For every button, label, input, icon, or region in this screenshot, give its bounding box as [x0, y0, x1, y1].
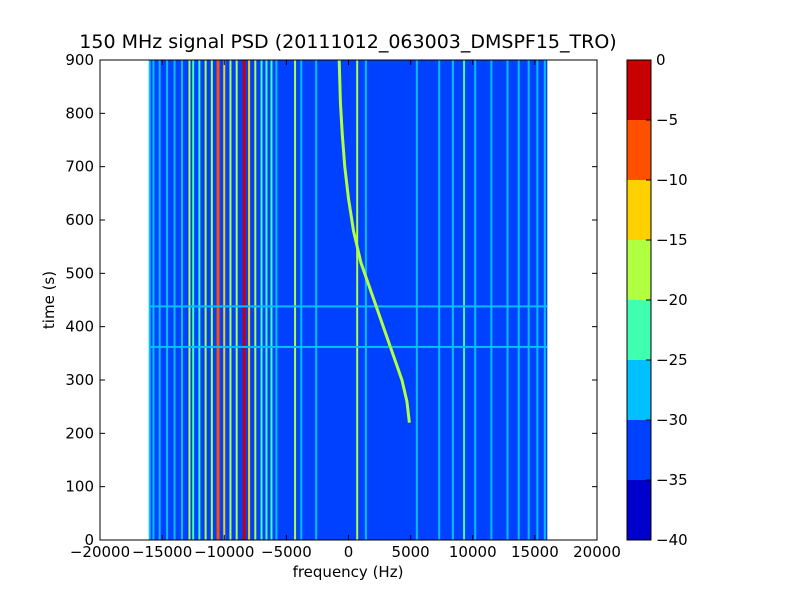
x-tick-label: −10000 [194, 543, 254, 561]
y-tick-label: 300 [65, 371, 94, 389]
spectral-line [315, 60, 318, 540]
spectral-line [152, 60, 155, 540]
spectral-line [235, 60, 238, 540]
colorbar-tick-label: −10 [656, 171, 688, 189]
spectral-line [356, 60, 359, 540]
spectral-line [543, 60, 546, 540]
y-tick-label: 600 [65, 211, 94, 229]
y-axis-label: time (s) [40, 271, 58, 329]
doppler-trace [337, 60, 411, 423]
x-tick-label: −15000 [132, 543, 192, 561]
spectral-line [148, 60, 151, 540]
x-axis: −20000 −15000 −10000 −5000 0 5000 10000 15000 20… [70, 60, 621, 561]
colorbar-segment [627, 420, 651, 480]
x-tick-label: 20000 [573, 543, 621, 561]
y-tick-label: 800 [65, 104, 94, 122]
plot-area [99, 59, 598, 541]
spectral-line [229, 60, 232, 540]
spectral-line [506, 60, 509, 540]
x-tick-label: 0 [344, 543, 354, 561]
spectral-line [364, 60, 367, 540]
colorbar-tick-label: −35 [656, 471, 688, 489]
spectral-line [242, 60, 246, 540]
spectral-line [300, 60, 303, 540]
spectral-line [527, 60, 530, 540]
colorbar-segment [627, 120, 651, 180]
chart-title: 150 MHz signal PSD (20111012_063003_DMSP… [79, 31, 616, 53]
spectral-line [270, 60, 273, 540]
colorbar-tick-label: −40 [656, 531, 688, 549]
x-tick-label: 5000 [392, 543, 430, 561]
heatmap-layer [148, 60, 548, 540]
spectral-line [158, 60, 161, 540]
spectral-line [248, 60, 251, 540]
x-axis-label: frequency (Hz) [293, 563, 404, 581]
colorbar-tick-label: −25 [656, 351, 688, 369]
spectral-line [223, 60, 226, 540]
colorbar-tick-label: 0 [656, 51, 666, 69]
spectral-line [451, 60, 454, 540]
x-tick-label: −5000 [261, 543, 312, 561]
spectral-line [294, 60, 297, 540]
spectral-line [517, 60, 520, 540]
colorbar: 0 −5 −10 −15 −20 −25 −30 −35 −40 [626, 51, 688, 549]
spectral-line [275, 60, 278, 540]
spectral-line [490, 60, 493, 540]
spectral-line [166, 60, 169, 540]
spectral-line [254, 60, 257, 540]
x-tick-label: 10000 [449, 543, 497, 561]
colorbar-segment [627, 480, 651, 540]
colorbar-segment [627, 360, 651, 420]
time-line [149, 345, 548, 348]
y-tick-label: 100 [65, 478, 94, 496]
spectral-line [463, 60, 466, 540]
x-tick-label: −20000 [70, 543, 130, 561]
time-line [149, 305, 548, 308]
spectral-line [265, 60, 268, 540]
spectral-line [216, 60, 220, 540]
spectral-line [204, 60, 207, 540]
colorbar-tick-label: −30 [656, 411, 688, 429]
spectral-line [260, 60, 263, 540]
spectral-line [181, 60, 184, 540]
colorbar-segment [627, 300, 651, 360]
spectral-line [438, 60, 441, 540]
colorbar-tick-label: −20 [656, 291, 688, 309]
y-axis: 0 100 200 300 400 500 600 700 800 900 [65, 51, 597, 549]
spectral-line [188, 60, 191, 540]
y-tick-label: 200 [65, 424, 94, 442]
y-tick-label: 700 [65, 158, 94, 176]
spectral-line [198, 60, 201, 540]
y-tick-label: 500 [65, 264, 94, 282]
colorbar-tick-label: −15 [656, 231, 688, 249]
colorbar-segment [627, 180, 651, 240]
y-tick-label: 900 [65, 51, 94, 69]
spectral-line [536, 60, 539, 540]
colorbar-segment [627, 240, 651, 300]
colorbar-tick-label: −5 [656, 111, 678, 129]
spectral-line [474, 60, 477, 540]
spectral-line [173, 60, 176, 540]
spectral-line [192, 60, 195, 540]
spectral-line [210, 60, 213, 540]
colorbar-segment [627, 60, 651, 120]
y-tick-label: 400 [65, 318, 94, 336]
y-tick-label: 0 [84, 531, 94, 549]
heatmap-background [149, 60, 548, 540]
x-tick-label: 15000 [511, 543, 559, 561]
spectral-line [415, 60, 418, 540]
